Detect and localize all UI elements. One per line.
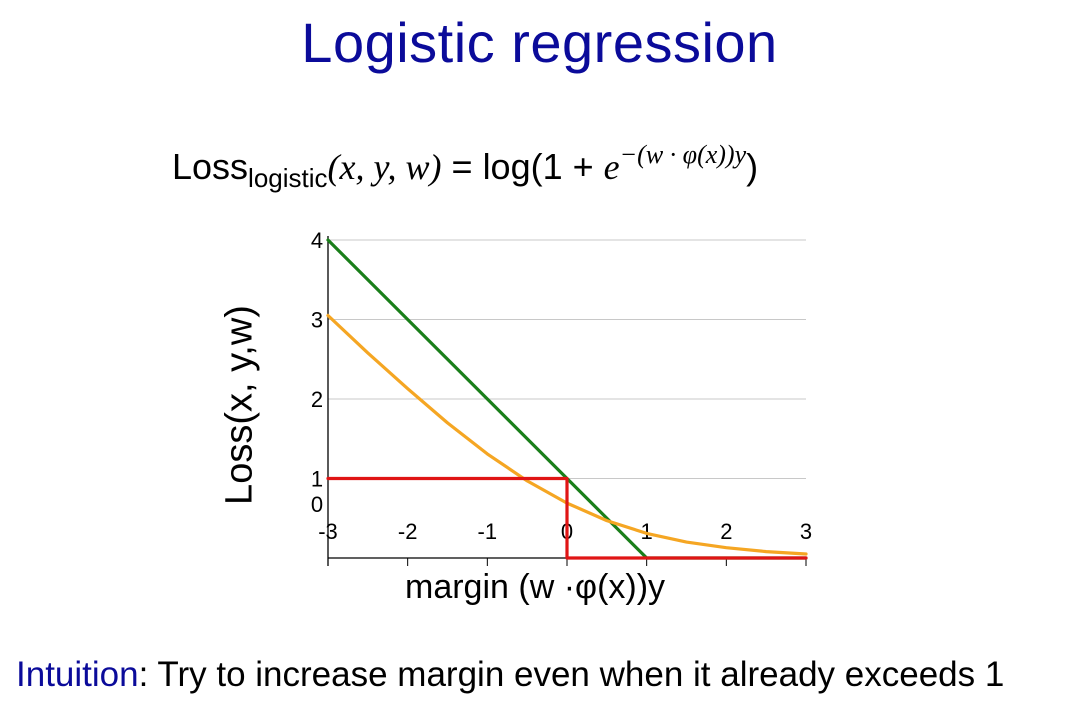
y-tick-label: 0 [311,492,323,517]
equals-sign: = [451,146,473,187]
exponent: −(w · φ(x))y [619,140,747,169]
x-axis-label: margin (w ·φ(x))y [405,568,666,606]
y-tick-label: 3 [311,308,323,333]
grid-lines [328,239,806,479]
series-lines [326,238,808,560]
loss-formula: Losslogistic(x, y, w) = log(1 + e−(w · φ… [172,140,758,194]
rhs-prefix: log(1 + [482,146,594,187]
x-tick-label: -2 [398,519,418,544]
loss-args: (x, y, w) [327,147,442,187]
loss-subscript: logistic [248,163,328,193]
intuition-label: Intuition [16,655,139,694]
x-tick-label: 3 [800,519,812,544]
y-tick-label: 1 [311,467,323,492]
rhs-suffix: ) [746,146,759,187]
x-tick-label: 2 [720,519,732,544]
y-tick-label: 2 [311,387,323,412]
y-tick-label: 4 [311,228,323,253]
x-tick-label: -3 [318,519,338,544]
intuition-line: Intuition: Try to increase margin even w… [16,655,1004,695]
y-axis-label: Loss(x, y,w) [218,305,261,505]
x-tick-label: 1 [641,519,653,544]
loss-text: Loss [172,146,249,187]
x-tick-label: -1 [478,519,498,544]
zero-one-loss-line [326,476,808,560]
exp-base: e [603,147,620,187]
slide-title: Logistic regression [301,11,778,74]
intuition-text: : Try to increase margin even when it al… [138,655,1005,694]
